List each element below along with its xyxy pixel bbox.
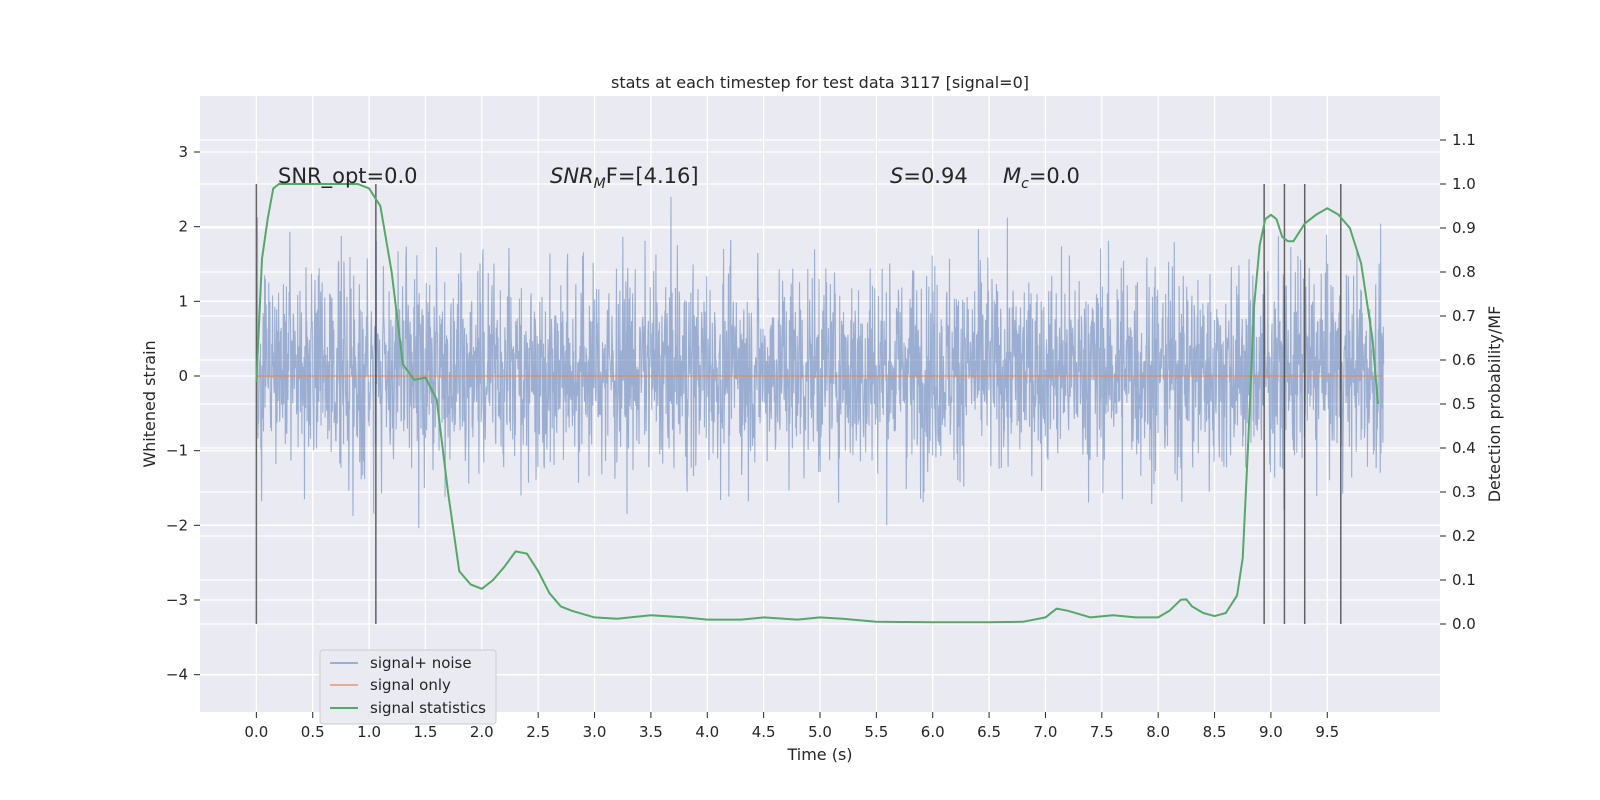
y2-tick-label: 0.8 bbox=[1452, 263, 1476, 281]
x-ticks: 0.0 0.5 1.0 1.5 2.0 2.5 3.0 3.5 4.0 4.5 5.0 5.5 6.0 6… bbox=[244, 712, 1339, 741]
x-tick-label: 4.5 bbox=[752, 723, 776, 741]
y-tick-label: −1 bbox=[166, 442, 188, 460]
y2-tick-label: 0.4 bbox=[1452, 439, 1476, 457]
x-axis-label: Time (s) bbox=[786, 745, 852, 764]
y2-tick-label: 0.0 bbox=[1452, 615, 1476, 633]
snr-mf-base: SNR bbox=[550, 164, 594, 188]
x-tick-label: 9.0 bbox=[1259, 723, 1283, 741]
y-tick-label: 2 bbox=[178, 218, 188, 236]
x-tick-label: 7.5 bbox=[1090, 723, 1114, 741]
x-tick-label: 8.0 bbox=[1146, 723, 1170, 741]
annotation-s: S=0.94 bbox=[890, 164, 968, 188]
y-tick-label: 1 bbox=[178, 292, 188, 310]
x-tick-label: 7.0 bbox=[1034, 723, 1058, 741]
y2-tick-label: 0.1 bbox=[1452, 571, 1476, 589]
y2-tick-label: 1.0 bbox=[1452, 175, 1476, 193]
mc-value: =0.0 bbox=[1029, 164, 1080, 188]
annotation-mc: Mc=0.0 bbox=[1003, 164, 1080, 192]
y2-tick-label: 1.1 bbox=[1452, 131, 1476, 149]
annotation-snr-mf: SNRMF=[4.16] bbox=[550, 164, 699, 192]
x-tick-label: 2.0 bbox=[470, 723, 494, 741]
y2-tick-label: 0.9 bbox=[1452, 219, 1476, 237]
y-tick-label: −2 bbox=[166, 516, 188, 534]
s-variable: S bbox=[890, 164, 903, 188]
x-tick-label: 6.0 bbox=[921, 723, 945, 741]
annotation-snr-opt: SNR_opt=0.0 bbox=[278, 164, 418, 189]
y-tick-label: 0 bbox=[178, 367, 188, 385]
signal-noise-line bbox=[255, 196, 1385, 529]
s-value: =0.94 bbox=[903, 164, 967, 188]
x-tick-label: 1.0 bbox=[357, 723, 381, 741]
x-tick-label: 3.0 bbox=[583, 723, 607, 741]
x-tick-label: 8.5 bbox=[1203, 723, 1227, 741]
x-tick-label: 9.5 bbox=[1315, 723, 1339, 741]
x-tick-label: 6.5 bbox=[977, 723, 1001, 741]
y2-tick-label: 0.3 bbox=[1452, 483, 1476, 501]
y-tick-label: 3 bbox=[178, 143, 188, 161]
signal-statistics-series bbox=[255, 183, 1379, 624]
snr-mf-subscript: M bbox=[594, 176, 606, 192]
mc-subscript: c bbox=[1021, 176, 1029, 192]
y2-tick-label: 0.5 bbox=[1452, 395, 1476, 413]
y-tick-label: −3 bbox=[166, 591, 188, 609]
x-tick-label: 5.5 bbox=[864, 723, 888, 741]
y2-tick-label: 0.6 bbox=[1452, 351, 1476, 369]
y2-axis-label: Detection probability/MF bbox=[1485, 306, 1504, 503]
legend-label-signal-only: signal only bbox=[370, 676, 451, 694]
x-tick-label: 3.5 bbox=[639, 723, 663, 741]
legend: signal+ noise signal only signal statist… bbox=[319, 649, 497, 725]
x-tick-label: 0.0 bbox=[244, 723, 268, 741]
x-tick-label: 2.5 bbox=[526, 723, 550, 741]
x-tick-label: 4.0 bbox=[695, 723, 719, 741]
snr-mf-rest: F=[4.16] bbox=[606, 164, 699, 188]
legend-label-signal-statistics: signal statistics bbox=[370, 699, 486, 717]
signal-statistics-line bbox=[255, 183, 1379, 624]
x-tick-label: 5.0 bbox=[808, 723, 832, 741]
mc-variable: M bbox=[1003, 164, 1021, 188]
vertical-markers bbox=[255, 184, 1342, 624]
y2-tick-label: 0.7 bbox=[1452, 307, 1476, 325]
signal-noise-series bbox=[255, 196, 1385, 529]
legend-label-signal-noise: signal+ noise bbox=[370, 654, 472, 672]
x-tick-label: 1.5 bbox=[414, 723, 438, 741]
y2-ticks: 1.1 1.0 0.9 0.8 0.7 0.6 0.5 0.4 0.3 0.2 0.1 0.0 bbox=[1440, 131, 1476, 633]
chart-title: stats at each timestep for test data 311… bbox=[611, 73, 1029, 92]
x-tick-label: 0.5 bbox=[301, 723, 325, 741]
y-axis-label: Whitened strain bbox=[140, 340, 159, 467]
y-tick-label: −4 bbox=[166, 666, 188, 684]
y2-tick-label: 0.2 bbox=[1452, 527, 1476, 545]
y-ticks: 3 2 1 0 −1 −2 −3 −4 bbox=[166, 143, 200, 684]
legend-box bbox=[319, 649, 497, 725]
